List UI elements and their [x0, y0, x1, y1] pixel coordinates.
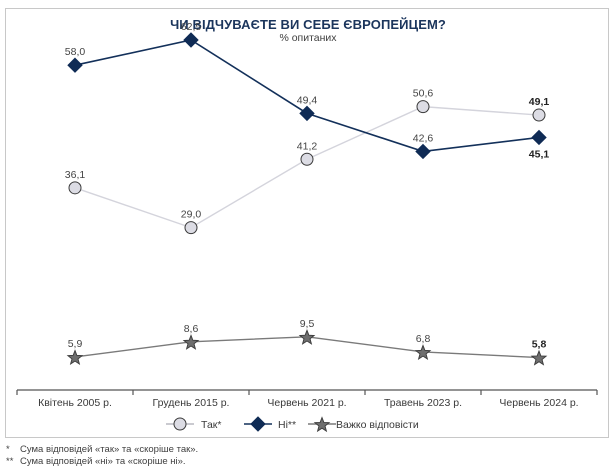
legend-marker-star-icon — [313, 416, 331, 433]
legend-label: Важко відповісти — [336, 419, 419, 431]
data-label: 5,9 — [68, 338, 83, 350]
legend-marker-circle-icon — [173, 417, 187, 431]
data-label: 36,1 — [65, 169, 86, 181]
x-tick-label: Червень 2021 р. — [267, 397, 346, 409]
series-lines — [74, 39, 540, 359]
legend-label: Ні** — [278, 419, 296, 431]
footnote-1: * Сума відповідей «так» та «скоріше так»… — [6, 444, 198, 456]
chart-frame — [5, 8, 609, 438]
x-axis: Квітень 2005 р. Грудень 2015 р. Червень 20… — [16, 389, 598, 409]
data-point-circle — [532, 108, 546, 122]
data-label: 5,8 — [532, 339, 547, 351]
x-tick-label: Травень 2023 р. — [384, 397, 462, 409]
footnote-mark: * — [6, 444, 10, 455]
data-point-diamond — [299, 105, 315, 122]
data-label: 62,5 — [181, 21, 202, 33]
footnote-2: ** Сума відповідей «ні» та «скоріше ні». — [6, 456, 198, 468]
footnote-text: Сума відповідей «ні» та «скоріше ні». — [20, 455, 186, 467]
x-tick-label: Червень 2024 р. — [499, 397, 578, 409]
data-label: 42,6 — [413, 132, 434, 144]
legend-item-1: Ні** — [244, 416, 296, 432]
data-point-star — [182, 334, 200, 350]
data-label: 41,2 — [297, 140, 318, 152]
data-label: 9,5 — [300, 318, 315, 330]
data-point-diamond — [531, 129, 547, 146]
data-point-circle — [184, 221, 198, 235]
footnote-text: Сума відповідей «так» та «скоріше так». — [20, 444, 199, 455]
data-label: 29,0 — [181, 209, 202, 221]
data-point-star — [414, 344, 432, 361]
legend: Так* Ні** Важко відповісти — [166, 416, 419, 433]
data-label: 49,4 — [297, 94, 318, 106]
data-label: 45,1 — [529, 148, 550, 160]
data-label: 49,1 — [529, 96, 550, 108]
data-labels: 36,1 29,0 41,2 50,6 49,1 58,0 62,5 49,4 42,6 45,1… — [65, 21, 550, 351]
data-point-circle — [416, 100, 430, 114]
legend-item-0: Так* — [166, 417, 221, 431]
data-label: 6,8 — [416, 333, 431, 345]
series-line-0 — [74, 105, 540, 229]
footnote-mark: ** — [6, 455, 14, 467]
legend-label: Так* — [201, 419, 221, 431]
chart-subtitle: % опитаних — [279, 32, 337, 44]
data-label: 8,6 — [184, 323, 199, 335]
x-tick-label: Грудень 2015 р. — [153, 397, 230, 409]
footnotes: * Сума відповідей «так» та «скоріше так»… — [6, 444, 198, 467]
chart-title: ЧИ ВІДЧУВАЄТЕ ВИ СЕБЕ ЄВРОПЕЙЦЕМ? — [170, 17, 446, 32]
series-markers — [66, 32, 548, 366]
data-point-star — [66, 349, 84, 366]
data-point-circle — [300, 152, 314, 166]
legend-marker-diamond-icon — [250, 416, 266, 432]
data-point-star — [530, 349, 548, 366]
data-label: 58,0 — [65, 46, 86, 58]
x-tick-label: Квітень 2005 р. — [38, 397, 112, 409]
legend-item-2: Важко відповісти — [308, 416, 419, 433]
data-point-diamond — [67, 57, 83, 73]
data-point-star — [298, 329, 316, 345]
data-point-diamond — [183, 32, 199, 48]
data-label: 50,6 — [413, 88, 434, 100]
data-point-diamond — [415, 143, 431, 160]
data-point-circle — [68, 181, 82, 195]
